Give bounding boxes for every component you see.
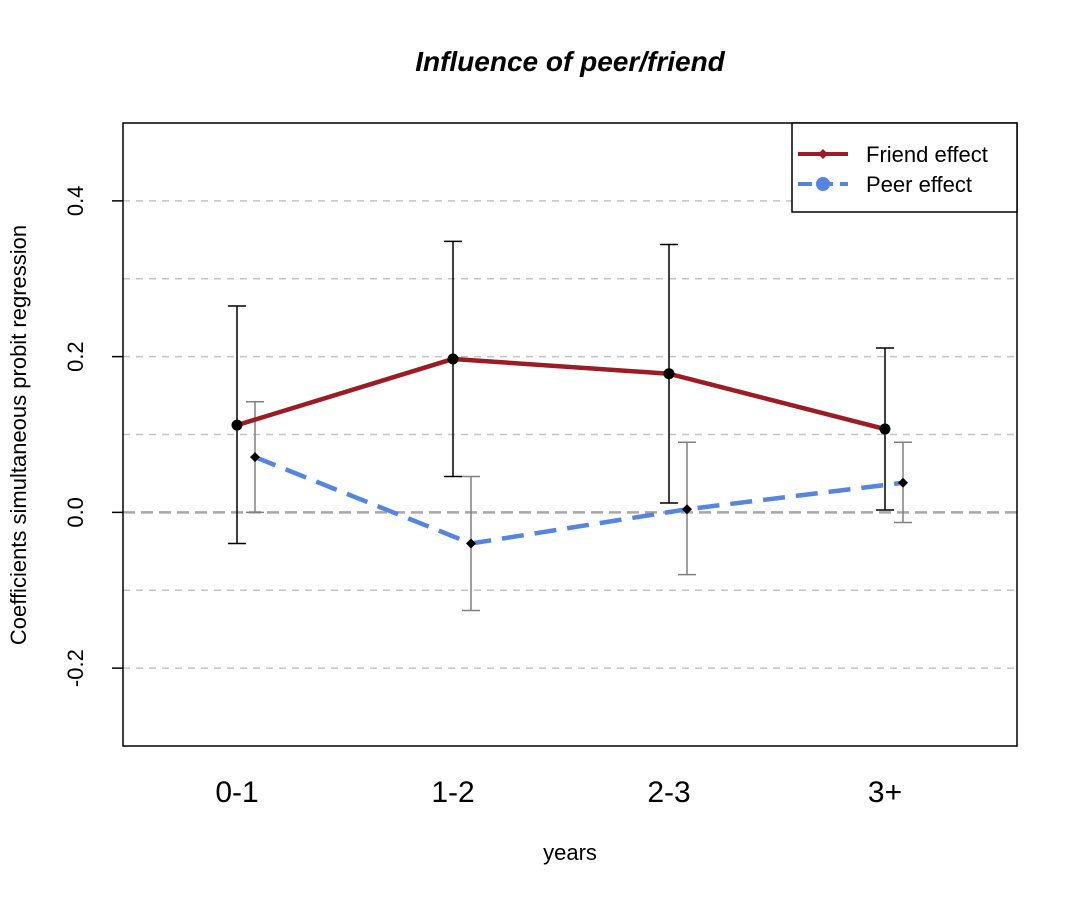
data-point-friend	[663, 368, 675, 380]
grid-lines	[123, 200, 1017, 669]
legend: Friend effect Peer effect	[791, 122, 1018, 213]
legend-marker-friend	[818, 149, 828, 159]
chart-title: Influence of peer/friend	[415, 46, 725, 77]
data-point-friend	[447, 353, 459, 365]
error-bars	[228, 240, 912, 612]
x-tick-label: 2-3	[647, 776, 690, 809]
x-tick-label: 0-1	[215, 776, 258, 809]
y-tick-label: -0.2	[63, 649, 88, 687]
legend-label-friend: Friend effect	[866, 142, 988, 167]
y-tick-label: 0.4	[63, 186, 88, 217]
data-point-peer	[466, 538, 476, 549]
y-tick-label: 0.2	[63, 341, 88, 372]
x-tick-label: 1-2	[431, 776, 474, 809]
legend-box	[791, 122, 1018, 213]
legend-marker-peer	[816, 177, 830, 191]
x-axis-label: years	[543, 840, 597, 865]
series-line-friend	[236, 356, 886, 432]
x-axis: 0-1 1-2 2-3 3+	[215, 776, 902, 809]
y-axis: 0.4 0.2 0.0 -0.2	[63, 186, 123, 687]
series-lines	[236, 356, 904, 546]
series-line-peer	[254, 454, 904, 546]
y-axis-label: Coefficients simultaneous probit regress…	[6, 225, 31, 645]
y-tick-label: 0.0	[63, 497, 88, 528]
data-point-peer	[898, 477, 908, 488]
legend-label-peer: Peer effect	[866, 172, 972, 197]
data-point-peer	[682, 504, 692, 515]
data-points	[231, 353, 908, 549]
data-point-peer	[250, 452, 260, 463]
data-point-friend	[879, 423, 891, 435]
plot-frame	[122, 122, 1018, 747]
x-tick-label: 3+	[868, 776, 902, 809]
data-point-friend	[231, 419, 243, 431]
